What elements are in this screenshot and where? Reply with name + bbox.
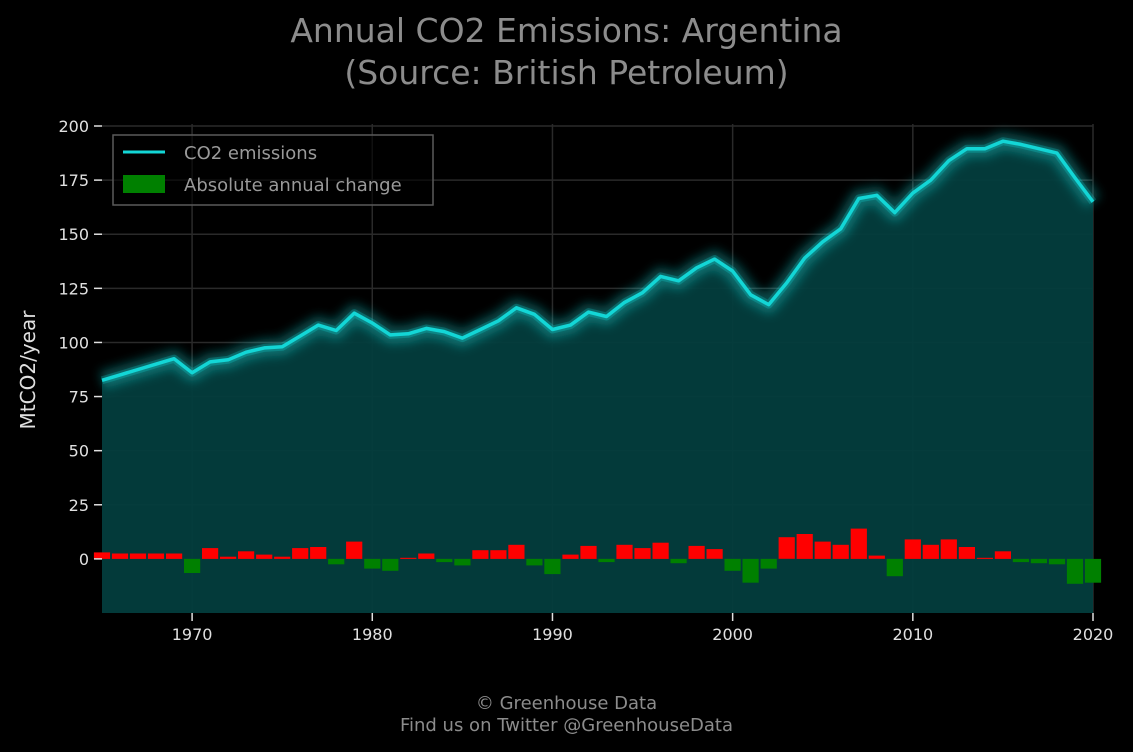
- x-tick-label-2000: 2000: [712, 625, 753, 644]
- y-tick-label-125: 125: [58, 279, 89, 298]
- y-tick-label-75: 75: [69, 388, 89, 407]
- legend-frame: [112, 134, 434, 206]
- change-bar-1997: [670, 558, 687, 564]
- legend-label-co2: CO2 emissions: [184, 143, 317, 164]
- y-tick-label-150: 150: [58, 225, 89, 244]
- change-bar-1981: [382, 558, 399, 571]
- change-bar-2016: [1012, 558, 1029, 563]
- change-bar-2008: [868, 555, 885, 559]
- change-bar-1974: [256, 554, 273, 559]
- change-bar-2003: [778, 537, 795, 559]
- x-tick-label-2020: 2020: [1073, 625, 1114, 644]
- change-bar-1975: [274, 556, 291, 559]
- axis-layer: 0 25 50 75 100 125 150 175 200 1970 1980 1990 2000 20…: [58, 117, 1113, 644]
- change-bar-1980: [364, 558, 381, 569]
- change-bar-1991: [562, 554, 579, 559]
- change-bar-2000: [724, 558, 741, 571]
- emissions-area: [102, 141, 1093, 613]
- y-tick-label-25: 25: [69, 496, 89, 515]
- y-tick-label-0: 0: [79, 550, 89, 569]
- change-bar-1965: [93, 552, 111, 559]
- change-bar-1978: [328, 558, 345, 565]
- change-bar-1995: [634, 548, 651, 559]
- chart-subtitle: (Source: British Petroleum): [344, 53, 789, 92]
- change-bar-1967: [129, 553, 147, 559]
- change-bar-2017: [1030, 558, 1047, 564]
- change-bar-1971: [202, 548, 219, 559]
- change-bar-1982: [400, 557, 417, 559]
- change-bar-1966: [111, 553, 129, 559]
- y-axis-label: MtCO2/year: [16, 310, 40, 430]
- change-bar-2002: [760, 558, 777, 569]
- change-bar-2006: [832, 544, 849, 559]
- area-layer: [102, 141, 1093, 613]
- change-bar-1996: [652, 542, 669, 559]
- x-tick-label-1970: 1970: [172, 625, 213, 644]
- change-bar-2018: [1048, 558, 1066, 565]
- change-bar-1985: [454, 558, 471, 566]
- legend: CO2 emissions Absolute annual change: [112, 134, 434, 206]
- change-bar-2019: [1066, 558, 1084, 584]
- y-tick-label-175: 175: [58, 171, 89, 190]
- change-bar-2020: [1084, 558, 1102, 583]
- change-bar-1992: [580, 545, 597, 559]
- change-bar-1970: [184, 558, 201, 573]
- change-bar-1993: [598, 558, 615, 563]
- change-bar-1998: [688, 545, 705, 559]
- change-bar-2009: [886, 558, 903, 577]
- y-tick-label-200: 200: [58, 117, 89, 136]
- change-bar-2011: [922, 544, 939, 559]
- change-bar-1990: [544, 558, 561, 575]
- chart-title: Annual CO2 Emissions: Argentina: [290, 11, 843, 50]
- change-bar-2001: [742, 558, 759, 583]
- change-bar-2010: [904, 539, 921, 559]
- change-bar-1973: [238, 551, 255, 559]
- change-bar-1988: [508, 544, 525, 559]
- change-bar-1994: [616, 544, 633, 559]
- y-tick-label-50: 50: [69, 442, 89, 461]
- bar-layer: [93, 528, 1102, 584]
- change-bar-1977: [310, 547, 327, 559]
- x-tick-label-2010: 2010: [892, 625, 933, 644]
- change-bar-1969: [166, 553, 183, 559]
- change-bar-1984: [436, 558, 453, 563]
- change-bar-1979: [346, 541, 363, 559]
- change-bar-1983: [418, 553, 435, 559]
- change-bar-1968: [147, 553, 165, 559]
- change-bar-1976: [292, 548, 309, 559]
- x-tick-label-1990: 1990: [532, 625, 573, 644]
- change-bar-1972: [220, 556, 237, 559]
- line-layer: [99, 132, 1101, 389]
- change-bar-2007: [850, 528, 867, 559]
- change-bar-1989: [526, 558, 543, 566]
- footer-twitter: Find us on Twitter @GreenhouseData: [399, 715, 734, 736]
- change-bar-2015: [994, 551, 1011, 559]
- change-bar-2012: [940, 539, 957, 559]
- y-tick-label-100: 100: [58, 333, 89, 352]
- change-bar-2013: [958, 547, 975, 559]
- legend-bar-swatch: [123, 175, 165, 193]
- change-bar-1999: [706, 549, 723, 559]
- footer-copyright: © Greenhouse Data: [475, 693, 658, 714]
- change-bar-2004: [796, 534, 813, 559]
- change-bar-1986: [472, 550, 489, 559]
- change-bar-1987: [490, 550, 507, 559]
- legend-label-change: Absolute annual change: [184, 175, 402, 196]
- x-tick-label-1980: 1980: [352, 625, 393, 644]
- change-bar-2014: [976, 557, 993, 559]
- emissions-line: [101, 139, 1095, 382]
- change-bar-2005: [814, 541, 831, 559]
